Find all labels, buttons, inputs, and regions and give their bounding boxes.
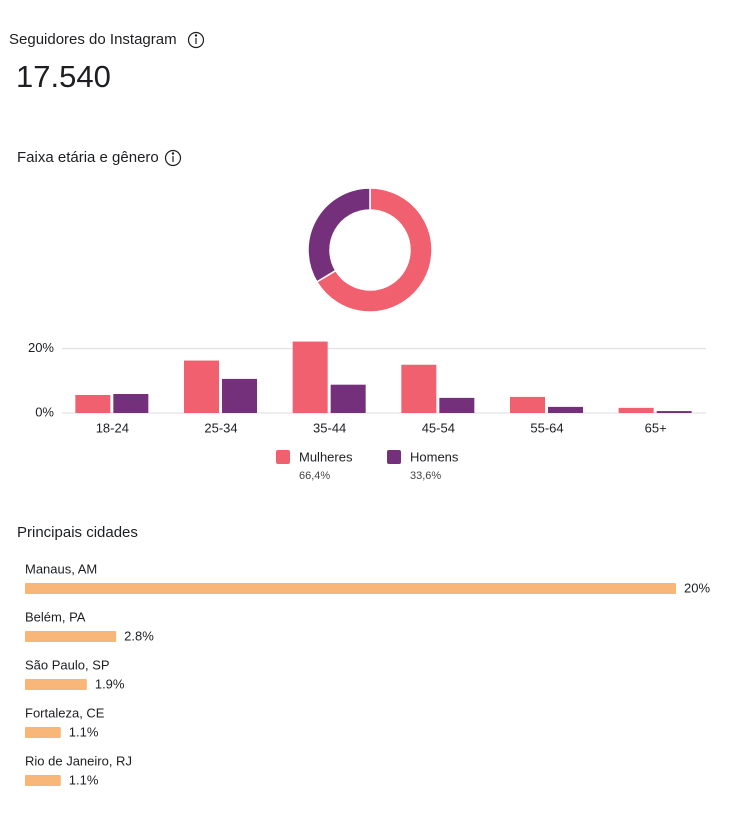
x-tick-label: 65+ <box>645 420 667 435</box>
bar <box>401 364 437 413</box>
follower-count: 17.540 <box>16 59 111 94</box>
bar <box>75 394 111 413</box>
y-tick-label: 0% <box>35 404 54 419</box>
y-tick-label: 20% <box>28 340 54 355</box>
legend-swatch <box>387 450 401 464</box>
bar <box>510 396 545 413</box>
bar <box>25 583 676 594</box>
bar <box>439 397 475 413</box>
section-title: Principais cidades <box>17 524 138 541</box>
bar <box>222 378 257 413</box>
legend-swatch <box>276 450 290 464</box>
city-label: Manaus, AM <box>25 561 97 576</box>
legend-label: Homens <box>410 449 459 464</box>
value-label: 1.1% <box>69 724 99 739</box>
bar <box>25 631 117 642</box>
x-tick-label: 35-44 <box>313 420 346 435</box>
info-icon[interactable] <box>187 31 205 49</box>
value-label: 1.9% <box>95 676 125 691</box>
info-icon[interactable] <box>164 149 182 167</box>
x-tick-label: 45-54 <box>422 420 455 435</box>
city-label: São Paulo, SP <box>25 657 110 672</box>
city-label: Fortaleza, CE <box>25 705 105 720</box>
value-label: 1.1% <box>69 772 99 787</box>
section-title: Faixa etária e gênero <box>17 149 159 166</box>
legend-value: 66,4% <box>299 470 330 482</box>
bar <box>25 775 61 786</box>
section-title: Seguidores do Instagram <box>9 31 177 48</box>
x-tick-label: 55-64 <box>530 420 563 435</box>
x-tick-label: 25-34 <box>204 420 237 435</box>
bar <box>113 394 149 413</box>
bar <box>184 360 219 413</box>
bar <box>330 384 366 413</box>
legend-label: Mulheres <box>299 449 353 464</box>
bar <box>548 406 583 413</box>
legend-value: 33,6% <box>410 470 441 482</box>
value-label: 2.8% <box>124 628 154 643</box>
city-label: Rio de Janeiro, RJ <box>25 753 132 768</box>
city-label: Belém, PA <box>25 609 86 624</box>
bar <box>25 679 87 690</box>
donut-segment <box>315 187 433 313</box>
bar <box>292 341 328 413</box>
bar <box>656 411 692 413</box>
bar <box>25 727 61 738</box>
value-label: 20% <box>684 580 710 595</box>
x-tick-label: 18-24 <box>96 420 129 435</box>
bar <box>618 407 654 413</box>
donut-segment <box>307 187 371 283</box>
